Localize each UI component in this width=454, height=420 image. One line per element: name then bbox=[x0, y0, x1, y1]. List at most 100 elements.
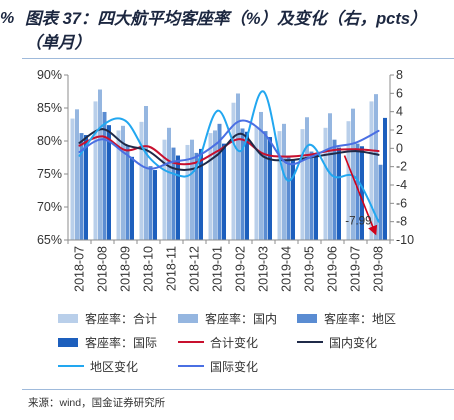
point-regional-change-2019-07 bbox=[354, 176, 357, 179]
bar-domestic-load-factor-2019-02 bbox=[236, 93, 240, 240]
bar-regional-load-factor-2019-06 bbox=[332, 139, 337, 240]
legend-swatch-total-load-factor bbox=[58, 313, 78, 323]
point-domestic-change-2018-11 bbox=[170, 166, 173, 169]
legend-swatch-domestic-change bbox=[297, 340, 323, 344]
x-axis-category-label: 2019-06 bbox=[326, 246, 340, 292]
bar-domestic-load-factor-2018-12 bbox=[190, 139, 194, 240]
point-international-change-2018-11 bbox=[170, 161, 173, 164]
point-regional-change-2019-03 bbox=[262, 90, 265, 93]
bar-domestic-load-factor-2019-08 bbox=[374, 94, 378, 240]
legend-swatch-regional-load-factor bbox=[297, 313, 317, 323]
right-axis-tick-label: 4 bbox=[396, 105, 403, 119]
bar-domestic-load-factor-2019-07 bbox=[351, 108, 355, 240]
point-international-change-2019-02 bbox=[239, 119, 242, 122]
bar-regional-load-factor-2019-01 bbox=[217, 123, 222, 240]
right-axis-tick-label: -10 bbox=[396, 233, 414, 247]
edge-text-fragment: % bbox=[0, 10, 15, 27]
bar-international-load-factor-2018-12 bbox=[199, 148, 203, 240]
point-regional-change-2019-06 bbox=[331, 174, 334, 177]
legend-label-international-load-factor: 客座率：国际 bbox=[85, 335, 158, 350]
point-total-change-2019-03 bbox=[262, 152, 265, 155]
bar-total-load-factor-2018-11 bbox=[162, 139, 167, 240]
bar-international-load-factor-2018-09 bbox=[130, 156, 134, 240]
bar-total-load-factor-2018-12 bbox=[185, 144, 190, 240]
legend-item-regional-load-factor: 客座率：地区 bbox=[297, 310, 396, 326]
left-axis-tick-label: 80% bbox=[37, 134, 62, 148]
point-domestic-change-2018-08 bbox=[101, 128, 104, 131]
point-total-change-2018-12 bbox=[193, 162, 196, 164]
bar-domestic-load-factor-2018-10 bbox=[144, 106, 148, 241]
bar-international-load-factor-2019-05 bbox=[314, 154, 318, 240]
right-axis-tick-label: -8 bbox=[396, 215, 407, 229]
point-domestic-change-2019-06 bbox=[331, 152, 334, 155]
bar-total-load-factor-2018-08 bbox=[93, 101, 98, 241]
x-axis-category-label: 2019-01 bbox=[211, 246, 225, 292]
bar-international-load-factor-2018-08 bbox=[107, 125, 111, 240]
point-domestic-change-2019-04 bbox=[285, 159, 288, 162]
point-total-change-2019-05 bbox=[308, 153, 311, 156]
point-domestic-change-2019-07 bbox=[354, 150, 357, 153]
x-axis-category-label: 2018-09 bbox=[119, 246, 133, 292]
load-factor-chart: 65% 70% 75% 80% 85% 90% -10 -8 -6 -4 -2 0 2 4 6 8 2018-0… bbox=[37, 68, 414, 292]
bar-total-load-factor-2019-05 bbox=[300, 129, 305, 240]
x-axis-category-label: 2018-07 bbox=[73, 246, 87, 292]
point-regional-change-2019-05 bbox=[308, 143, 311, 146]
bar-international-load-factor-2019-07 bbox=[360, 146, 364, 240]
bar-layer bbox=[70, 89, 387, 241]
legend-label-regional-load-factor: 客座率：地区 bbox=[324, 311, 397, 326]
point-international-change-2019-07 bbox=[354, 141, 357, 144]
bar-total-load-factor-2019-02 bbox=[231, 102, 236, 240]
point-regional-change-2019-01 bbox=[216, 109, 219, 112]
x-axis-category-label: 2018-10 bbox=[142, 246, 156, 292]
legend-item-domestic-load-factor: 客座率：国内 bbox=[178, 310, 277, 326]
point-international-change-2019-06 bbox=[331, 146, 334, 149]
bar-regional-load-factor-2019-03 bbox=[263, 131, 268, 240]
point-international-change-2018-12 bbox=[193, 156, 196, 159]
bar-regional-load-factor-2018-12 bbox=[194, 152, 199, 240]
point-regional-change-2018-12 bbox=[193, 169, 196, 172]
point-domestic-change-2018-09 bbox=[124, 143, 127, 146]
bar-domestic-load-factor-2019-05 bbox=[305, 117, 309, 240]
right-axis-tick-label: 0 bbox=[396, 141, 403, 155]
bar-total-load-factor-2019-04 bbox=[277, 131, 282, 240]
point-regional-change-2019-08 bbox=[377, 220, 380, 223]
bar-regional-load-factor-2019-04 bbox=[286, 155, 291, 240]
left-axis-tick-label: 70% bbox=[37, 200, 62, 214]
point-regional-change-2018-07 bbox=[78, 154, 81, 157]
point-total-change-2018-09 bbox=[124, 149, 127, 152]
point-international-change-2018-08 bbox=[101, 138, 104, 141]
legend-item-total-change: 合计变化 bbox=[178, 334, 258, 350]
annotation-label: -7.99 bbox=[345, 216, 371, 228]
point-total-change-2019-04 bbox=[285, 155, 288, 158]
point-international-change-2019-01 bbox=[216, 141, 219, 144]
bar-total-load-factor-2019-06 bbox=[323, 127, 328, 240]
legend-item-domestic-change: 国内变化 bbox=[297, 334, 377, 350]
bar-international-load-factor-2019-02 bbox=[245, 131, 249, 240]
bar-domestic-load-factor-2019-06 bbox=[328, 113, 332, 240]
point-domestic-change-2019-08 bbox=[377, 153, 380, 156]
point-domestic-change-2019-03 bbox=[262, 155, 265, 158]
title-divider bbox=[22, 58, 454, 59]
point-total-change-2019-06 bbox=[331, 149, 334, 152]
figure-title: 图表 37：四大航平均客座率（%）及变化（右，pcts） bbox=[25, 10, 427, 28]
bar-domestic-load-factor-2018-09 bbox=[121, 125, 125, 240]
annotation-arrow bbox=[343, 155, 378, 236]
bar-international-load-factor-2019-08 bbox=[383, 117, 387, 240]
point-total-change-2018-08 bbox=[101, 135, 104, 138]
point-domestic-change-2019-02 bbox=[239, 132, 242, 135]
right-axis-tick-label: 2 bbox=[396, 123, 403, 137]
left-axis-tick-label: 85% bbox=[37, 101, 62, 115]
legend-swatch-domestic-load-factor bbox=[178, 313, 198, 323]
point-domestic-change-2018-10 bbox=[147, 150, 150, 153]
point-regional-change-2019-04 bbox=[285, 178, 288, 181]
bar-international-load-factor-2018-07 bbox=[84, 135, 88, 240]
bar-domestic-load-factor-2018-08 bbox=[98, 89, 102, 241]
bar-total-load-factor-2019-08 bbox=[369, 101, 374, 241]
legend-label-domestic-load-factor: 客座率：国内 bbox=[205, 311, 278, 326]
bar-total-load-factor-2019-03 bbox=[254, 126, 259, 240]
bar-regional-load-factor-2018-11 bbox=[171, 147, 176, 240]
bar-regional-load-factor-2018-10 bbox=[148, 166, 153, 240]
bar-regional-load-factor-2018-07 bbox=[79, 133, 84, 240]
line-domestic-change bbox=[78, 128, 380, 171]
